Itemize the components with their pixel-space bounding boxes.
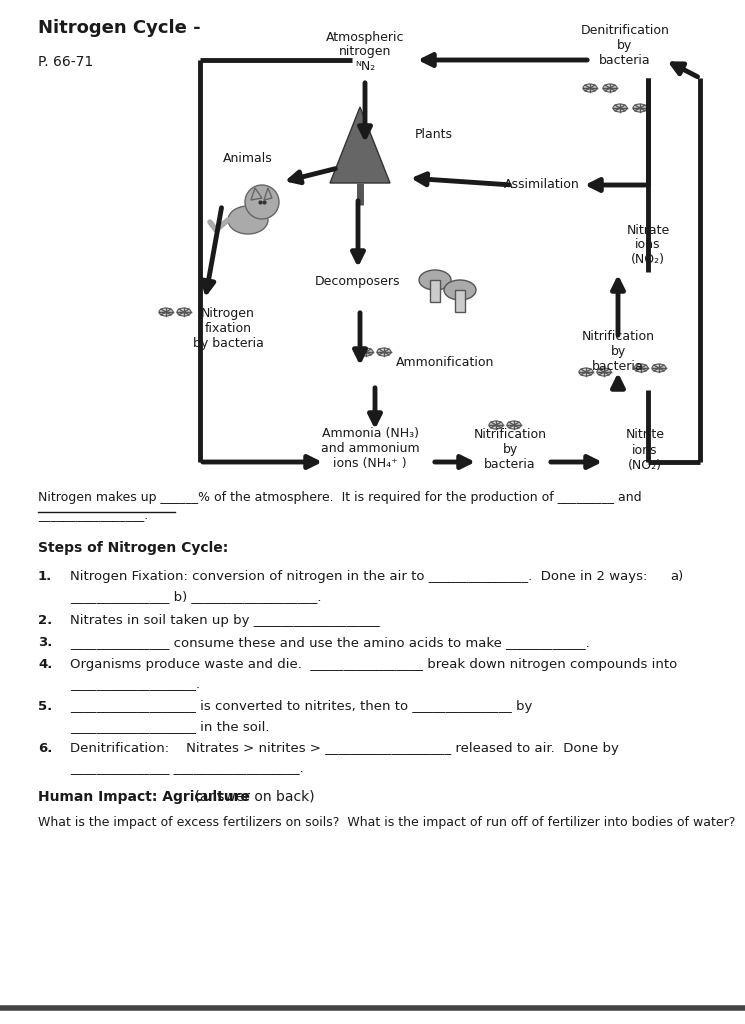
Text: Decomposers: Decomposers	[315, 275, 401, 289]
Text: 6.: 6.	[38, 742, 52, 755]
Text: 4.: 4.	[38, 658, 52, 671]
Ellipse shape	[652, 364, 666, 372]
Text: a): a)	[670, 570, 683, 583]
Text: Nitrification
by
bacteria: Nitrification by bacteria	[474, 428, 547, 471]
Text: Plants: Plants	[415, 128, 453, 141]
Text: ___________________ in the soil.: ___________________ in the soil.	[70, 720, 270, 733]
Ellipse shape	[603, 84, 617, 92]
Text: Organisms produce waste and die.  _________________ break down nitrogen compound: Organisms produce waste and die. _______…	[70, 658, 677, 671]
Text: P. 66-71: P. 66-71	[38, 55, 93, 69]
Ellipse shape	[444, 280, 476, 300]
Text: Nitrates in soil taken up by ___________________: Nitrates in soil taken up by ___________…	[70, 614, 380, 627]
Text: Nitrification
by
bacteria: Nitrification by bacteria	[582, 331, 655, 374]
Ellipse shape	[597, 368, 611, 376]
Bar	[455, 290, 465, 312]
Ellipse shape	[633, 104, 647, 112]
Ellipse shape	[377, 348, 391, 356]
Ellipse shape	[159, 308, 173, 316]
Text: 5.: 5.	[38, 700, 52, 713]
Circle shape	[245, 185, 279, 219]
Ellipse shape	[228, 206, 268, 234]
Text: Denitrification:    Nitrates > nitrites > ___________________ released to air.  : Denitrification: Nitrates > nitrites > _…	[70, 742, 619, 755]
Text: 1.: 1.	[38, 570, 52, 583]
Text: Denitrification
by
bacteria: Denitrification by bacteria	[580, 24, 670, 67]
Text: ___________________.: ___________________.	[70, 678, 200, 691]
Text: Assimilation: Assimilation	[504, 178, 580, 191]
Polygon shape	[251, 188, 262, 200]
Text: Nitrate
ions
(NO₂): Nitrate ions (NO₂)	[627, 223, 670, 266]
Ellipse shape	[489, 421, 503, 429]
Ellipse shape	[419, 270, 451, 290]
Ellipse shape	[177, 308, 191, 316]
Ellipse shape	[507, 421, 521, 429]
Ellipse shape	[583, 84, 597, 92]
Text: Ammonification: Ammonification	[396, 355, 494, 369]
Polygon shape	[264, 188, 272, 200]
Ellipse shape	[634, 364, 648, 372]
Text: _______________ consume these and use the amino acids to make ____________.: _______________ consume these and use th…	[70, 636, 590, 649]
Text: Nitrite
ions
(NO₂): Nitrite ions (NO₂)	[626, 428, 665, 471]
Text: Nitrogen
fixation
by bacteria: Nitrogen fixation by bacteria	[192, 306, 264, 349]
Text: 3.: 3.	[38, 636, 52, 649]
Text: (answer on back): (answer on back)	[190, 790, 314, 804]
Text: Atmospheric
nitrogen
ᴺN₂: Atmospheric nitrogen ᴺN₂	[326, 31, 405, 74]
Text: Nitrogen Fixation: conversion of nitrogen in the air to _______________.  Done i: Nitrogen Fixation: conversion of nitroge…	[70, 570, 647, 583]
Text: Steps of Nitrogen Cycle:: Steps of Nitrogen Cycle:	[38, 541, 228, 555]
Ellipse shape	[579, 368, 593, 376]
Text: 2.: 2.	[38, 614, 52, 627]
Text: Human Impact: Agriculture: Human Impact: Agriculture	[38, 790, 250, 804]
Ellipse shape	[359, 348, 373, 356]
Text: Nitrogen makes up ______% of the atmosphere.  It is required for the production : Nitrogen makes up ______% of the atmosph…	[38, 492, 641, 505]
Text: _______________ ___________________.: _______________ ___________________.	[70, 762, 304, 775]
Text: _______________ b) ___________________.: _______________ b) ___________________.	[70, 590, 322, 603]
Text: Nitrogen Cycle -: Nitrogen Cycle -	[38, 19, 200, 37]
Text: ___________________ is converted to nitrites, then to _______________ by: ___________________ is converted to nitr…	[70, 700, 533, 713]
Polygon shape	[330, 106, 390, 183]
Bar	[430, 280, 440, 302]
Ellipse shape	[613, 104, 627, 112]
Text: What is the impact of excess fertilizers on soils?  What is the impact of run of: What is the impact of excess fertilizers…	[38, 816, 735, 829]
Text: Animals: Animals	[223, 152, 273, 165]
Text: _________________.: _________________.	[38, 510, 148, 522]
Text: Ammonia (NH₃)
and ammonium
ions (NH₄⁺ ): Ammonia (NH₃) and ammonium ions (NH₄⁺ )	[320, 427, 419, 469]
